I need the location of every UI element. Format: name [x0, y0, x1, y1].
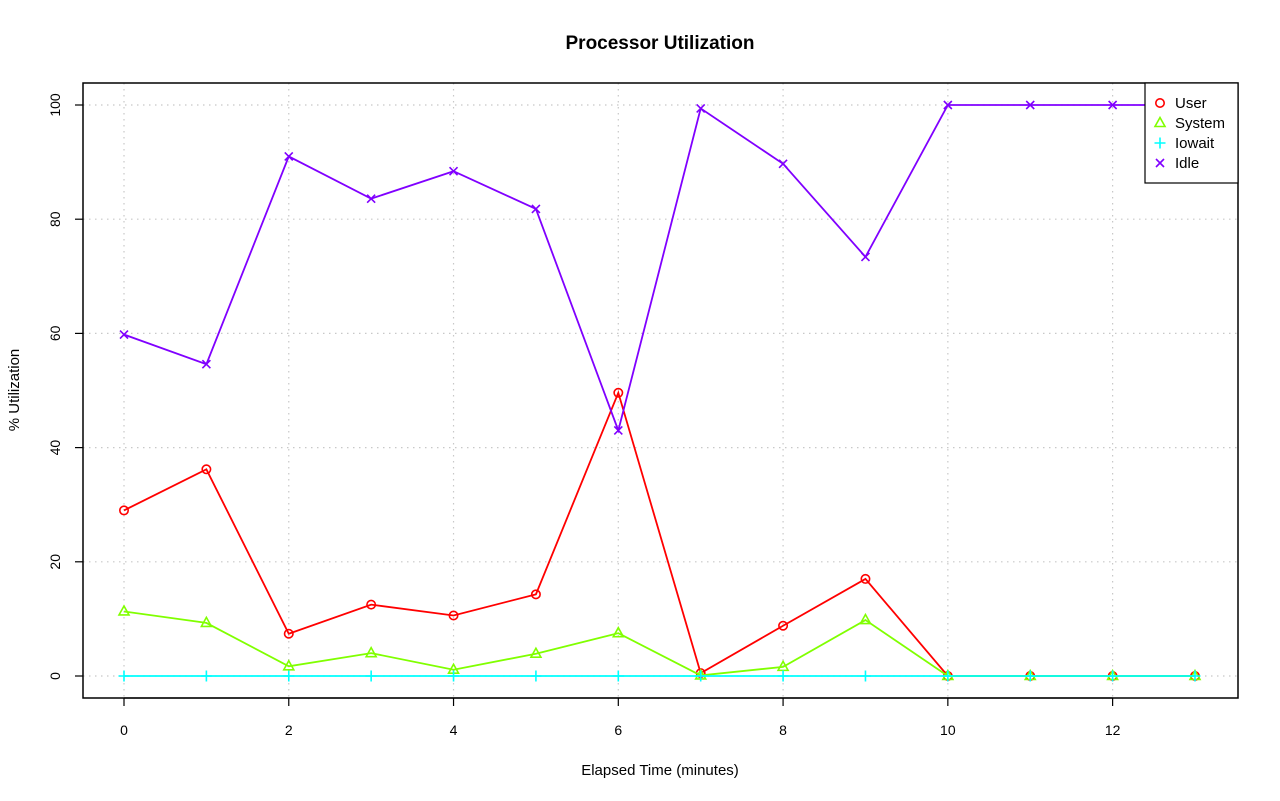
data-point-iowait: [530, 670, 542, 682]
y-tick-label: 100: [47, 93, 63, 117]
x-tick-label: 12: [1105, 722, 1121, 738]
data-point-idle: [1025, 100, 1035, 110]
data-point-iowait: [118, 670, 130, 682]
data-point-system: [200, 615, 213, 628]
legend-marker-iowait: [1154, 137, 1166, 149]
y-axis: 0 20 40 60 80 100: [47, 93, 83, 680]
data-point-user: [778, 620, 789, 631]
data-point-iowait: [283, 670, 295, 682]
chart-title: Processor Utilization: [566, 33, 755, 54]
data-point-iowait: [448, 670, 460, 682]
series-iowait: [118, 670, 1201, 682]
data-point-user: [201, 464, 212, 475]
x-tick-label: 2: [285, 722, 293, 738]
x-tick-label: 4: [450, 722, 458, 738]
data-point-user: [860, 573, 871, 584]
data-point-idle: [201, 359, 211, 369]
legend-label-system: System: [1175, 115, 1225, 132]
data-point-system: [611, 626, 625, 638]
data-point-idle: [943, 100, 953, 110]
legend-item-idle: Idle: [1155, 155, 1199, 172]
y-tick-label: 0: [47, 672, 63, 680]
data-point-idle: [531, 204, 541, 214]
legend-marker-idle: [1155, 158, 1165, 168]
data-point-iowait: [859, 670, 871, 682]
data-point-system: [282, 659, 296, 671]
x-axis: 0 2 4 6 8 10 12: [120, 697, 1121, 738]
legend-box: [1144, 82, 1239, 184]
y-tick-label: 80: [47, 211, 63, 227]
series-line-idle: [123, 104, 1195, 434]
data-point-user: [283, 628, 294, 639]
data-point-user: [366, 599, 377, 610]
x-axis-label: Elapsed Time (minutes): [581, 762, 739, 779]
series-line-system: [123, 610, 1195, 677]
legend-label-idle: Idle: [1175, 155, 1199, 172]
legend-label-user: User: [1175, 95, 1207, 112]
data-point-user: [530, 589, 541, 600]
data-point-idle: [778, 159, 788, 169]
data-point-iowait: [695, 670, 707, 682]
data-point-idle: [119, 329, 129, 340]
x-tick-label: 0: [120, 722, 128, 738]
data-point-iowait: [365, 670, 377, 682]
data-point-idle: [284, 151, 294, 161]
data-point-system: [364, 646, 378, 658]
y-axis-label: % Utilization: [6, 349, 23, 432]
x-tick-label: 6: [614, 722, 622, 738]
y-tick-label: 40: [47, 440, 63, 456]
data-point-iowait: [200, 670, 212, 682]
data-point-iowait: [612, 670, 624, 682]
data-point-system: [529, 646, 543, 659]
data-point-idle: [366, 194, 376, 204]
legend-marker-system: [1153, 115, 1167, 128]
data-point-user: [448, 610, 459, 621]
data-point-iowait: [777, 670, 789, 682]
data-point-user: [613, 387, 624, 398]
data-point-idle: [696, 103, 706, 113]
y-tick-label: 20: [47, 554, 63, 570]
x-tick-label: 8: [779, 722, 787, 738]
data-point-iowait: [1189, 670, 1201, 682]
data-point-idle: [613, 425, 623, 436]
data-point-system: [859, 612, 872, 625]
series-user: [119, 387, 1201, 681]
x-tick-label: 10: [940, 722, 956, 738]
data-point-system: [776, 659, 790, 672]
y-tick-label: 60: [47, 325, 63, 341]
legend: User System Iowait Idle: [1144, 82, 1239, 184]
series-layer: [117, 100, 1202, 682]
data-point-user: [119, 505, 130, 516]
grid-lines: [83, 83, 1238, 698]
data-point-iowait: [1024, 670, 1036, 682]
data-point-system: [117, 604, 131, 616]
data-point-iowait: [1107, 670, 1119, 682]
plot-frame: [82, 82, 1239, 699]
legend-item-system: System: [1153, 115, 1225, 132]
legend-marker-user: [1155, 98, 1166, 109]
data-point-idle: [860, 252, 871, 262]
series-idle: [119, 100, 1200, 436]
data-point-idle: [1108, 100, 1118, 110]
legend-label-iowait: Iowait: [1175, 135, 1215, 152]
legend-item-user: User: [1155, 95, 1207, 112]
data-point-idle: [448, 166, 459, 176]
data-point-iowait: [942, 670, 954, 682]
legend-item-iowait: Iowait: [1154, 135, 1215, 152]
